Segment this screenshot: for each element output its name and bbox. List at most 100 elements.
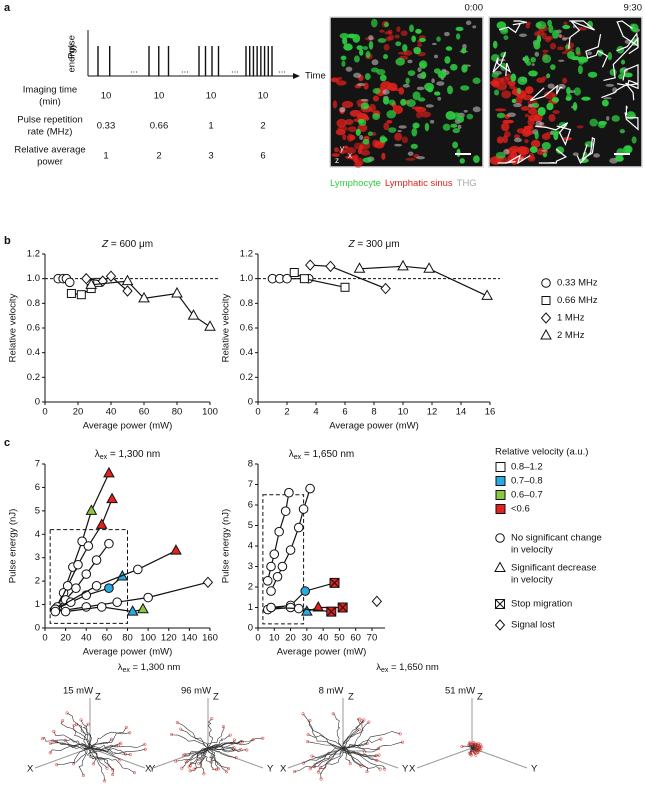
track-end [357,728,361,732]
track [469,747,472,754]
track-end [188,769,192,773]
track-end [227,767,231,771]
marker [143,592,153,603]
cell-gray [534,51,540,57]
track-end [301,712,305,716]
track [622,64,639,101]
cell-red [353,153,359,163]
cell-red [394,132,403,141]
ellipsis: ... [181,65,189,76]
cell-green [340,55,347,61]
track-end [478,748,482,752]
cell-green [388,127,397,133]
axis-label: X [27,764,34,775]
x-tick-label: 50 [334,633,345,644]
series-line [270,582,335,609]
track-end [86,722,90,726]
track-end [91,762,95,766]
x-tick-label: 70 [367,633,378,644]
marker [282,273,292,284]
cell-gray [518,33,528,37]
cell: 10 [154,91,165,102]
cell-green [457,115,465,123]
cell-gray [368,35,374,41]
track-end [301,761,306,765]
cell-green [420,71,427,79]
power-label: 96 mW [181,686,211,697]
legend-label: 0.7–0.8 [511,476,543,487]
track [576,136,596,165]
track-end [55,763,59,767]
cell-green [614,155,624,162]
track [342,747,381,770]
cell-green [447,85,453,95]
axis-label: Y [267,764,274,775]
cell-gray [465,20,472,26]
cell-red [336,118,347,128]
cell-green [406,99,416,108]
x-tick-label: 10 [398,407,409,418]
cell-red [330,77,340,83]
cell-green [412,122,420,129]
track-end [319,777,323,781]
track [320,747,344,780]
cell-green [442,123,451,131]
cell-red [349,134,356,141]
track-end [379,737,383,741]
cell-green [496,21,507,30]
cell-red [525,86,534,95]
cell-green [370,18,378,28]
track-end [65,711,69,715]
x-axis-label: Average power (mW) [83,421,173,432]
cell-green [570,56,581,61]
cell-gray [605,83,615,87]
cell-red [542,49,549,53]
y-tick-label: 5 [248,520,253,531]
cell-green [611,115,620,122]
track [342,747,377,757]
track-end [316,770,321,774]
track-end [234,756,238,760]
track [342,746,365,753]
track-end [306,733,310,737]
cell-red [495,108,507,112]
power-label: 15 mW [63,686,93,697]
cell-red [556,46,564,51]
y-tick-label: 1.0 [27,273,40,284]
cell-green [412,91,421,100]
track-end [79,718,83,722]
cell-green [372,112,381,120]
cell-red [363,82,369,90]
track-end [474,743,479,747]
cell-red [372,95,380,102]
track [86,747,97,765]
track-end [358,717,362,721]
cell-green [492,40,498,49]
cell-green [473,155,480,163]
cell-green [405,77,410,85]
track [497,154,531,165]
track-end [308,767,312,771]
cell-red [517,145,527,155]
axis-label: X [145,764,152,775]
cell-gray [593,153,600,158]
cell-green [342,37,348,45]
legend-title: Relative velocity (a.u.) [495,447,588,458]
cell-green [623,72,633,78]
cell-green [517,76,528,85]
track-end [181,753,185,758]
track-end [128,753,132,757]
track-end [312,765,317,769]
legend-label: 1 MHz [557,313,585,324]
cell-gray [359,135,364,141]
marker [81,602,92,612]
marker [293,522,304,533]
track-end [292,770,297,774]
track [89,747,126,755]
track-end [52,729,56,734]
row-label: Relative average [14,145,85,156]
x-tick-label: 160 [202,633,218,644]
track [188,747,209,768]
legend-swatch [495,504,506,514]
cell-green [379,135,387,144]
